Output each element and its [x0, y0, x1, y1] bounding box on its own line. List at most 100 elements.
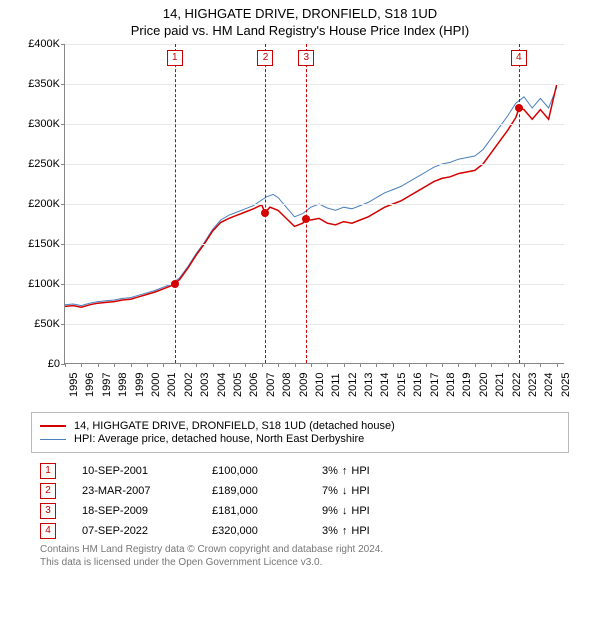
x-tick-label: 2013 — [363, 373, 375, 397]
x-tick-label: 1996 — [84, 373, 96, 397]
x-tick-label: 2007 — [265, 373, 277, 397]
x-tick-label: 2005 — [232, 373, 244, 397]
sale-delta-note: HPI — [351, 485, 369, 497]
x-tick-label: 2012 — [347, 373, 359, 397]
sale-row: 110-SEP-2001£100,0003%↑HPI — [40, 463, 560, 479]
y-tick-label: £400K — [28, 38, 60, 50]
x-tick-label: 2018 — [445, 373, 457, 397]
sale-marker-line — [265, 44, 266, 363]
legend-item: 14, HIGHGATE DRIVE, DRONFIELD, S18 1UD (… — [40, 420, 560, 432]
arrow-down-icon: ↓ — [342, 505, 348, 517]
y-tick-label: £250K — [28, 158, 60, 170]
x-tick-label: 2009 — [298, 373, 310, 397]
arrow-down-icon: ↓ — [342, 485, 348, 497]
sale-delta-pct: 9% — [322, 505, 338, 517]
x-tick-label: 2023 — [527, 373, 539, 397]
gridline — [65, 324, 564, 325]
sale-dot — [261, 209, 269, 217]
gridline — [65, 124, 564, 125]
footnote: Contains HM Land Registry data © Crown c… — [40, 543, 560, 569]
x-tick-label: 2002 — [183, 373, 195, 397]
sale-number: 4 — [40, 523, 56, 539]
sale-delta-pct: 3% — [322, 465, 338, 477]
sale-row: 223-MAR-2007£189,0007%↓HPI — [40, 483, 560, 499]
x-tick-label: 1998 — [117, 373, 129, 397]
legend-swatch — [40, 439, 66, 440]
sale-marker-label: 1 — [167, 50, 183, 66]
x-tick-label: 2004 — [216, 373, 228, 397]
series-line — [65, 84, 557, 307]
legend-item: HPI: Average price, detached house, Nort… — [40, 433, 560, 445]
x-tick-label: 2017 — [429, 373, 441, 397]
x-tick-label: 2001 — [166, 373, 178, 397]
legend-label: 14, HIGHGATE DRIVE, DRONFIELD, S18 1UD (… — [74, 420, 395, 432]
y-tick-label: £200K — [28, 198, 60, 210]
sale-number: 2 — [40, 483, 56, 499]
x-tick-label: 2020 — [478, 373, 490, 397]
y-axis: £0£50K£100K£150K£200K£250K£300K£350K£400… — [20, 44, 64, 364]
sale-delta-pct: 7% — [322, 485, 338, 497]
x-tick-label: 2014 — [379, 373, 391, 397]
sale-dot — [171, 280, 179, 288]
sale-date: 07-SEP-2022 — [82, 525, 212, 537]
arrow-up-icon: ↑ — [342, 525, 348, 537]
legend-swatch — [40, 425, 66, 427]
sale-delta: 3% ↑HPI — [322, 525, 370, 537]
x-tick-label: 2025 — [560, 373, 572, 397]
gridline — [65, 84, 564, 85]
sale-row: 4 07-SEP-2022£320,0003% ↑HPI — [40, 523, 560, 539]
footnote-line: Contains HM Land Registry data © Crown c… — [40, 543, 560, 556]
x-tick-label: 1997 — [101, 373, 113, 397]
sale-number: 1 — [40, 463, 56, 479]
gridline — [65, 284, 564, 285]
x-tick-label: 2008 — [281, 373, 293, 397]
y-tick-label: £300K — [28, 118, 60, 130]
sale-price: £189,000 — [212, 485, 322, 497]
x-tick-label: 2003 — [199, 373, 211, 397]
sale-delta-note: HPI — [351, 525, 369, 537]
x-tick-label: 2010 — [314, 373, 326, 397]
sale-price: £320,000 — [212, 525, 322, 537]
x-tick-label: 1995 — [68, 373, 80, 397]
gridline — [65, 244, 564, 245]
arrow-up-icon: ↑ — [342, 465, 348, 477]
page-title: 14, HIGHGATE DRIVE, DRONFIELD, S18 1UD — [0, 6, 600, 21]
sales-table: 110-SEP-2001£100,0003%↑HPI223-MAR-2007£1… — [40, 463, 560, 539]
y-tick-label: £350K — [28, 78, 60, 90]
x-tick-label: 1999 — [134, 373, 146, 397]
x-tick-label: 2015 — [396, 373, 408, 397]
sale-marker-label: 4 — [511, 50, 527, 66]
x-tick-label: 2022 — [511, 373, 523, 397]
y-tick-label: £0 — [48, 358, 60, 370]
chart: £0£50K£100K£150K£200K£250K£300K£350K£400… — [20, 44, 580, 404]
sale-price: £100,000 — [212, 465, 322, 477]
x-tick-label: 2021 — [494, 373, 506, 397]
sale-delta-pct: 3% — [322, 525, 338, 537]
x-tick-label: 2011 — [330, 373, 342, 397]
sale-marker-line — [306, 44, 307, 363]
sale-marker-label: 3 — [298, 50, 314, 66]
x-tick-label: 2016 — [412, 373, 424, 397]
gridline — [65, 204, 564, 205]
x-tick-label: 2019 — [461, 373, 473, 397]
series-line — [65, 87, 557, 305]
plot-area: 1234 — [64, 44, 564, 364]
sale-marker-line — [175, 44, 176, 363]
gridline — [65, 44, 564, 45]
y-tick-label: £150K — [28, 238, 60, 250]
sale-price: £181,000 — [212, 505, 322, 517]
sale-number: 3 — [40, 503, 56, 519]
sale-delta: 9%↓HPI — [322, 505, 370, 517]
sale-marker-line — [519, 44, 520, 363]
y-tick-label: £50K — [34, 318, 60, 330]
x-tick-label: 2006 — [248, 373, 260, 397]
y-tick-label: £100K — [28, 278, 60, 290]
footnote-line: This data is licensed under the Open Gov… — [40, 556, 560, 569]
legend: 14, HIGHGATE DRIVE, DRONFIELD, S18 1UD (… — [31, 412, 569, 453]
sale-delta-note: HPI — [351, 465, 369, 477]
sale-row: 318-SEP-2009£181,0009%↓HPI — [40, 503, 560, 519]
gridline — [65, 164, 564, 165]
sale-delta: 7% ↓HPI — [322, 485, 370, 497]
x-tick-label: 2000 — [150, 373, 162, 397]
sale-date: 18-SEP-2009 — [82, 505, 212, 517]
